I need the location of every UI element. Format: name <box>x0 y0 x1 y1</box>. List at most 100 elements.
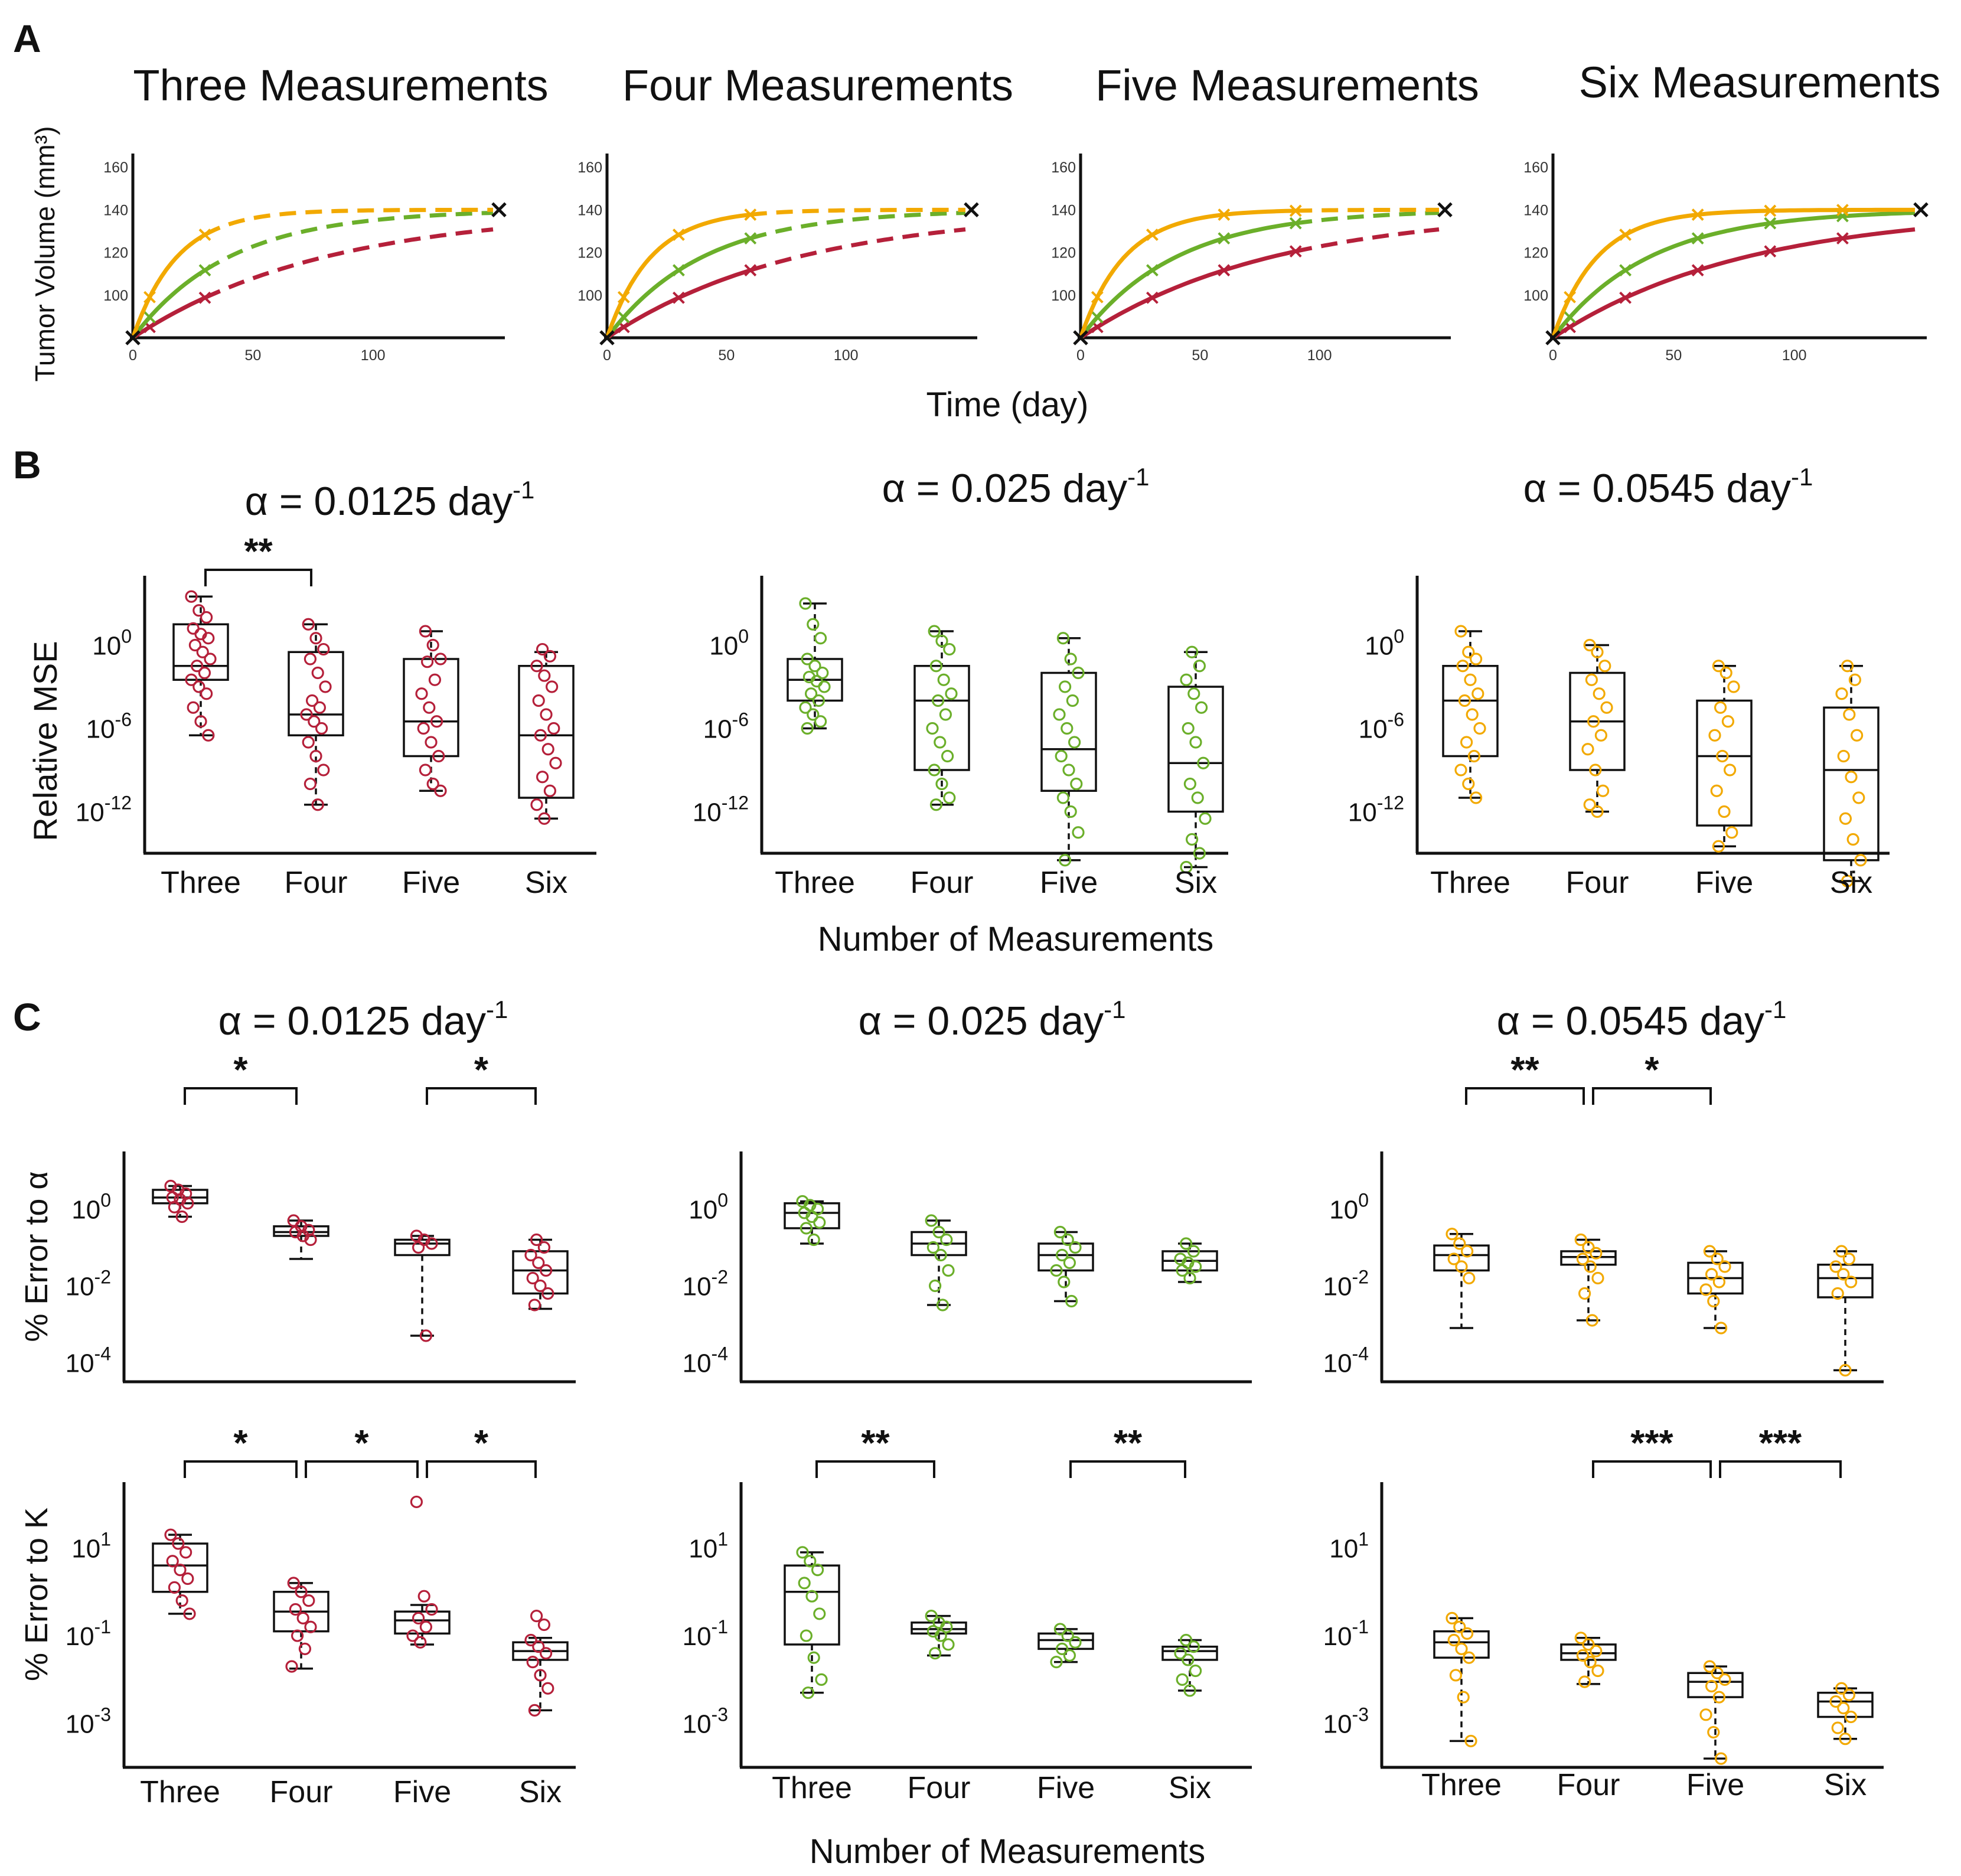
data-point <box>1585 673 1598 686</box>
y-tick-base: 10 <box>683 1273 712 1301</box>
data-point <box>1062 764 1075 776</box>
category-label: Five <box>1037 1771 1095 1805</box>
final-measurement-marker <box>1913 202 1929 218</box>
data-point <box>534 729 547 742</box>
measurement-marker-green <box>1764 217 1777 230</box>
data-point <box>1056 632 1070 645</box>
data-point <box>1724 764 1737 776</box>
extrapolated-curve-green <box>749 210 966 240</box>
data-point <box>1707 1294 1720 1308</box>
data-point <box>1587 715 1600 728</box>
y-tick-label: 10-3 <box>1323 1704 1369 1739</box>
data-point <box>1711 1666 1724 1679</box>
iqr-box <box>152 1542 208 1593</box>
extrapolated-curve-orange <box>1296 207 1439 213</box>
data-point <box>935 777 948 791</box>
y-tick-base: 10 <box>709 632 738 661</box>
data-point <box>1708 729 1721 742</box>
y-tick-label: 140 <box>103 202 128 218</box>
data-point <box>1179 1237 1193 1250</box>
data-point <box>1845 1710 1858 1724</box>
data-point <box>1464 673 1477 686</box>
box-three <box>784 1546 840 1699</box>
category-label: Six <box>1830 866 1872 900</box>
measurement-marker-red <box>1146 291 1159 304</box>
panel-b-ylabel: Relative MSE <box>27 641 64 841</box>
data-point <box>419 1329 433 1342</box>
bracket-line <box>1592 1087 1712 1105</box>
fit-curve-red <box>1079 249 1296 340</box>
data-point <box>1578 1675 1591 1688</box>
data-point <box>1582 1638 1595 1651</box>
data-point <box>1829 1260 1842 1273</box>
data-point <box>317 764 330 776</box>
data-point <box>1600 701 1613 714</box>
category-label: Five <box>1695 866 1753 900</box>
data-point <box>532 1256 545 1270</box>
data-point <box>430 715 443 728</box>
y-tick-exponent: -1 <box>712 1616 728 1637</box>
data-point <box>926 1241 940 1254</box>
data-point <box>1069 1241 1082 1254</box>
data-point <box>1835 687 1848 700</box>
measurement-marker-green <box>143 311 156 324</box>
data-point <box>928 764 941 776</box>
y-tick-exponent: -3 <box>1352 1704 1369 1725</box>
data-point <box>1597 784 1610 797</box>
data-point <box>1058 854 1072 867</box>
data-point <box>1070 777 1083 791</box>
data-point <box>1591 645 1604 658</box>
data-point <box>1457 1691 1470 1704</box>
data-point <box>800 1222 813 1235</box>
y-tick-label: 160 <box>103 159 128 176</box>
data-point <box>426 638 439 652</box>
data-point <box>537 1618 551 1632</box>
data-point <box>807 1651 820 1664</box>
y-tick-base: 10 <box>86 715 115 744</box>
data-point <box>543 650 557 663</box>
measurement-marker-red <box>1619 291 1632 304</box>
data-point <box>419 764 432 776</box>
data-point <box>1053 1225 1067 1239</box>
data-point <box>1841 875 1854 888</box>
y-tick-base: 10 <box>1323 1349 1352 1378</box>
data-point <box>1699 1283 1712 1296</box>
fit-curve-green <box>1079 221 1296 340</box>
panel-b-alpha-title-1: α = 0.0125 day-1 <box>245 476 535 524</box>
box-five <box>394 1229 451 1342</box>
y-tick-label: 10-12 <box>1348 792 1404 827</box>
panel-c-alpha-title-3: α = 0.0545 day-1 <box>1497 996 1787 1043</box>
data-point <box>1593 687 1606 700</box>
data-point <box>1179 1633 1193 1647</box>
data-point <box>526 1271 539 1285</box>
category-label: Five <box>393 1775 451 1809</box>
data-point <box>943 642 956 656</box>
panel-a-chart-4: 100 120 140 160 0 50 100 <box>1523 154 1929 364</box>
data-point <box>526 1656 539 1669</box>
y-tick-base: 10 <box>683 1710 712 1739</box>
y-tick-base: 10 <box>693 798 722 827</box>
y-tick-label: 100 <box>1051 288 1076 304</box>
y-tick-label: 120 <box>577 245 602 262</box>
panel-a-xlabel: Time (day) <box>926 386 1089 424</box>
data-point <box>432 749 445 763</box>
y-tick-exponent: 1 <box>1358 1528 1369 1549</box>
data-point <box>1835 1682 1848 1695</box>
data-point <box>524 1633 537 1647</box>
data-point <box>1845 1275 1858 1288</box>
y-tick-exponent: -4 <box>712 1343 728 1365</box>
data-point <box>804 687 818 700</box>
x-tick-label: 50 <box>1192 347 1208 364</box>
data-point <box>814 715 827 728</box>
box-four <box>911 1610 967 1660</box>
y-tick-exponent: -12 <box>1377 792 1404 814</box>
data-point <box>1721 715 1734 728</box>
data-point <box>1712 1691 1725 1704</box>
data-point <box>928 1279 942 1293</box>
data-point <box>1195 701 1208 714</box>
data-point <box>1446 1611 1458 1624</box>
measurement-marker-orange <box>672 229 685 241</box>
data-point <box>1066 694 1079 707</box>
